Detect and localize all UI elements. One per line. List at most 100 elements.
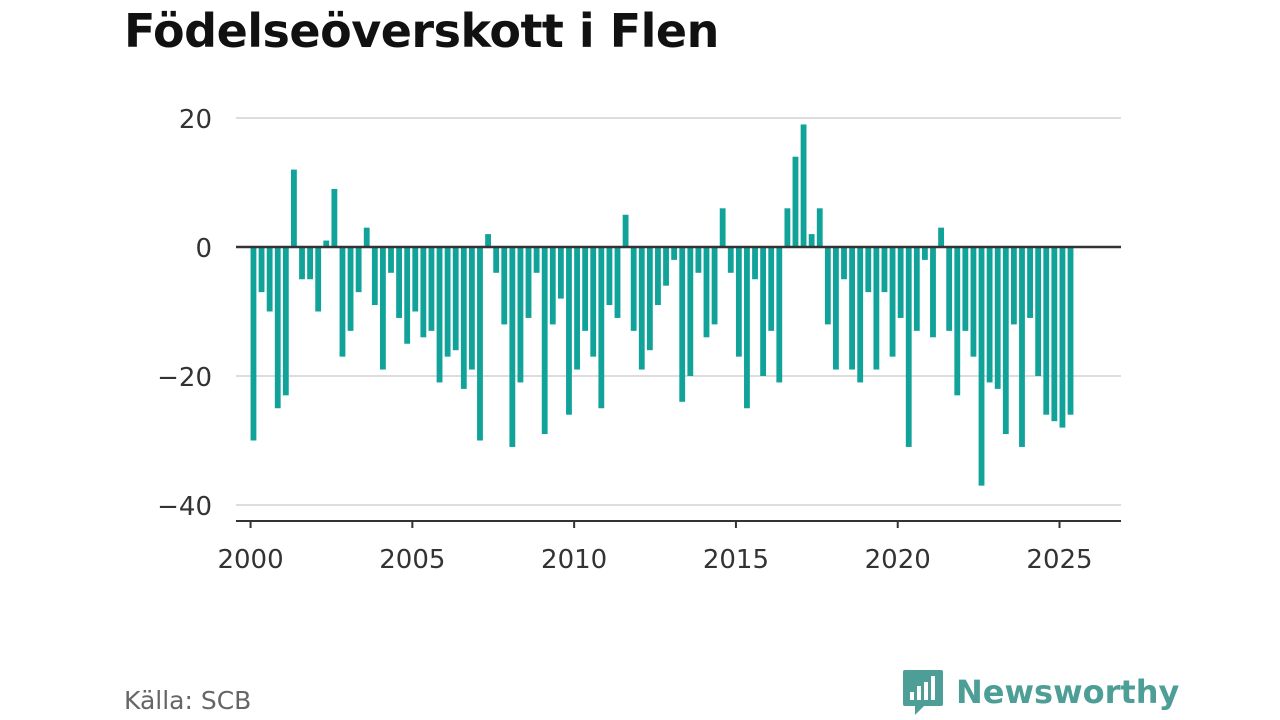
bar — [849, 247, 856, 370]
bar — [938, 227, 944, 247]
bar — [323, 240, 330, 247]
bar — [703, 247, 710, 338]
bar — [744, 247, 750, 409]
bar — [986, 247, 993, 383]
bar — [913, 247, 920, 331]
bar — [590, 247, 597, 357]
y-tick-label: 0 — [195, 234, 212, 264]
bar — [655, 247, 661, 306]
bar — [274, 247, 281, 409]
bar — [517, 247, 524, 383]
newsworthy-logo-icon — [903, 670, 943, 715]
bar — [533, 247, 540, 273]
bar — [420, 247, 427, 338]
bar — [614, 247, 621, 318]
bar — [1019, 247, 1025, 447]
bar — [679, 247, 686, 402]
bar — [897, 247, 904, 318]
bar — [1002, 247, 1009, 435]
bar-chart: 2000 2005 2010 2015 2020 2025 20 0 −20 −40 — [157, 105, 1121, 575]
bar — [566, 247, 572, 415]
bar — [784, 208, 791, 247]
x-tick-label: 2000 — [217, 545, 283, 575]
bar — [719, 208, 726, 247]
bar — [881, 247, 888, 293]
bar — [663, 247, 669, 286]
bar — [727, 247, 734, 273]
bar — [1043, 247, 1050, 415]
bar — [970, 247, 977, 357]
bar — [574, 247, 580, 370]
bar — [493, 247, 500, 273]
bar — [347, 247, 354, 331]
bar — [824, 247, 831, 325]
bar — [889, 247, 896, 357]
x-tick-label: 2015 — [703, 545, 769, 575]
bar — [1067, 247, 1074, 415]
bar — [921, 247, 928, 260]
bar — [857, 247, 864, 383]
bar — [978, 247, 985, 486]
bar — [695, 247, 702, 273]
y-tick-label: −40 — [157, 492, 212, 522]
bar — [291, 169, 297, 247]
bar — [671, 247, 678, 260]
tick-labels: 2000 2005 2010 2015 2020 2025 20 0 −20 −40 — [157, 105, 1092, 575]
axes — [236, 245, 1121, 528]
x-tick-label: 2025 — [1026, 545, 1092, 575]
bar — [816, 208, 823, 247]
source-note: Källa: SCB — [124, 686, 252, 715]
bar — [557, 247, 564, 299]
bar — [1010, 247, 1017, 325]
brand-logo: Newsworthy — [902, 668, 1179, 716]
bar — [460, 247, 467, 389]
bar — [687, 247, 694, 376]
bar — [1059, 247, 1066, 428]
bar — [396, 247, 402, 318]
bar — [428, 247, 435, 331]
bar — [776, 247, 783, 383]
bar — [307, 247, 314, 280]
bar — [606, 247, 613, 306]
bar — [371, 247, 378, 306]
bar — [355, 247, 362, 293]
bar — [808, 234, 815, 247]
y-tick-label: 20 — [179, 105, 212, 135]
bar — [452, 247, 459, 351]
bar — [477, 247, 483, 441]
bar — [865, 247, 872, 293]
bar — [379, 247, 386, 370]
bar — [541, 247, 548, 435]
bar — [509, 247, 516, 447]
x-tick-label: 2010 — [541, 545, 607, 575]
bar — [501, 247, 508, 325]
bar — [468, 247, 475, 370]
bar — [768, 247, 775, 331]
bar — [946, 247, 953, 331]
x-tick-label: 2020 — [865, 545, 931, 575]
bar — [622, 214, 629, 247]
bar — [549, 247, 556, 325]
bar — [841, 247, 847, 280]
bar — [339, 247, 346, 357]
bar — [760, 247, 767, 376]
bar — [404, 247, 411, 344]
bar — [711, 247, 718, 325]
bar — [258, 247, 265, 293]
bar — [994, 247, 1001, 389]
bar — [638, 247, 645, 370]
bar — [436, 247, 443, 383]
bar — [582, 247, 589, 331]
y-tick-label: −20 — [157, 363, 212, 393]
bar — [1051, 247, 1058, 422]
bar — [444, 247, 451, 357]
bar — [266, 247, 273, 312]
bar — [905, 247, 912, 447]
bar — [873, 247, 880, 370]
grid-lines — [236, 117, 1121, 506]
bar — [800, 124, 807, 247]
bar — [1027, 247, 1033, 318]
bar — [331, 188, 338, 247]
bar — [598, 247, 605, 409]
bar — [250, 247, 257, 441]
